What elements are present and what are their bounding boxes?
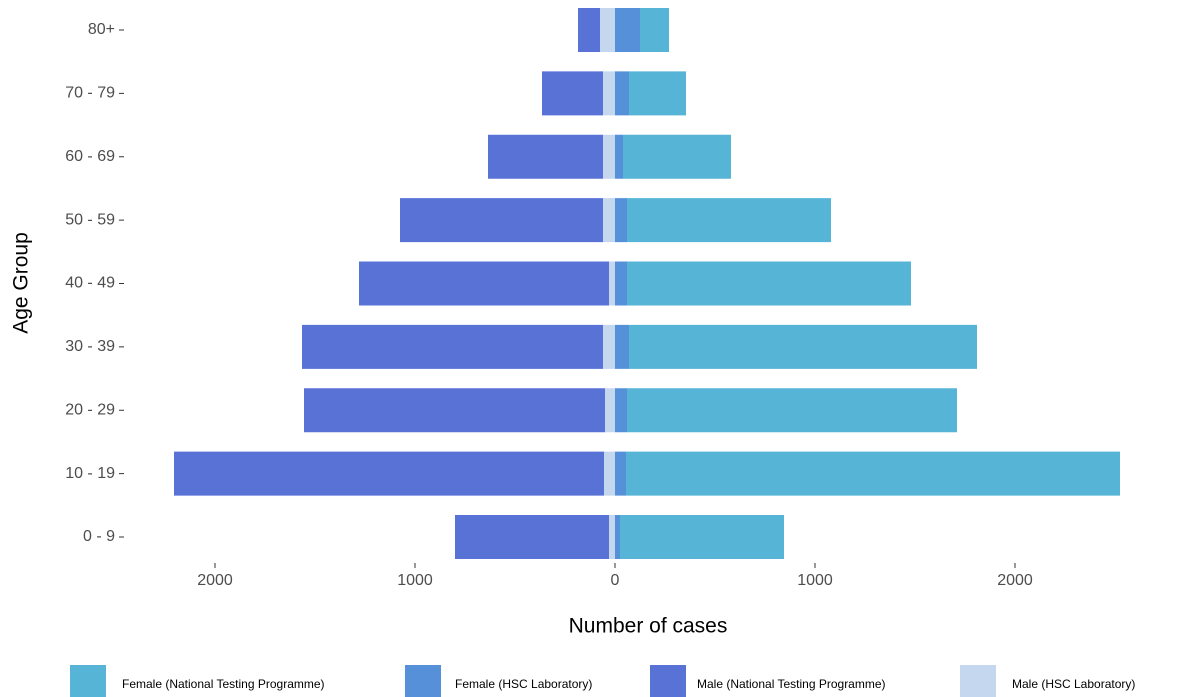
bar bbox=[615, 324, 629, 369]
bar bbox=[488, 134, 603, 179]
legend-label: Male (HSC Laboratory) bbox=[1012, 677, 1135, 691]
bar bbox=[640, 8, 669, 52]
y-tick-label: 20 - 29 bbox=[65, 401, 115, 418]
bar bbox=[578, 8, 600, 52]
bar bbox=[302, 324, 603, 369]
bar bbox=[627, 388, 957, 433]
x-tick-label: 1000 bbox=[797, 572, 833, 589]
bar bbox=[627, 261, 911, 306]
y-tick-label: 70 - 79 bbox=[65, 85, 115, 102]
legend-label: Male (National Testing Programme) bbox=[697, 677, 886, 691]
bar bbox=[603, 324, 615, 369]
legend-label: Female (National Testing Programme) bbox=[122, 677, 325, 691]
y-tick-label: 50 - 59 bbox=[65, 211, 115, 228]
legend-swatch bbox=[405, 665, 441, 697]
bar bbox=[603, 71, 615, 116]
bar bbox=[615, 198, 627, 243]
y-tick-label: 80+ bbox=[88, 21, 115, 38]
legend-swatch bbox=[70, 665, 106, 697]
bar bbox=[304, 388, 605, 433]
bar bbox=[615, 515, 620, 559]
bar bbox=[400, 198, 603, 243]
bar bbox=[603, 198, 615, 243]
bar bbox=[615, 261, 627, 306]
bar bbox=[359, 261, 609, 306]
x-tick-label: 2000 bbox=[997, 572, 1033, 589]
bar bbox=[615, 451, 626, 496]
y-axis-title: Age Group bbox=[10, 232, 33, 334]
x-tick-label: 1000 bbox=[397, 572, 433, 589]
legend-label: Female (HSC Laboratory) bbox=[455, 677, 592, 691]
bar bbox=[609, 261, 615, 306]
bar bbox=[605, 388, 615, 433]
bar bbox=[174, 451, 604, 496]
legend-swatch bbox=[960, 665, 996, 697]
legend-swatch bbox=[650, 665, 686, 697]
y-tick-label: 10 - 19 bbox=[65, 465, 115, 482]
y-tick-label: 30 - 39 bbox=[65, 338, 115, 355]
bar bbox=[629, 324, 977, 369]
bar bbox=[615, 71, 629, 116]
y-tick-label: 60 - 69 bbox=[65, 148, 115, 165]
y-tick-label: 40 - 49 bbox=[65, 275, 115, 292]
bar bbox=[603, 134, 615, 179]
bar bbox=[620, 515, 784, 559]
bar bbox=[627, 198, 831, 243]
bar bbox=[615, 8, 640, 52]
bar bbox=[615, 388, 627, 433]
bar bbox=[615, 134, 623, 179]
bar bbox=[542, 71, 603, 116]
bar bbox=[609, 515, 615, 559]
bar bbox=[604, 451, 615, 496]
bar bbox=[623, 134, 731, 179]
bar bbox=[629, 71, 686, 116]
bar bbox=[626, 451, 1120, 496]
y-tick-label: 0 - 9 bbox=[83, 528, 115, 545]
bar bbox=[600, 8, 615, 52]
x-tick-label: 0 bbox=[611, 572, 620, 589]
x-axis-title: Number of cases bbox=[569, 615, 728, 638]
x-tick-label: 2000 bbox=[197, 572, 233, 589]
bar bbox=[455, 515, 609, 559]
